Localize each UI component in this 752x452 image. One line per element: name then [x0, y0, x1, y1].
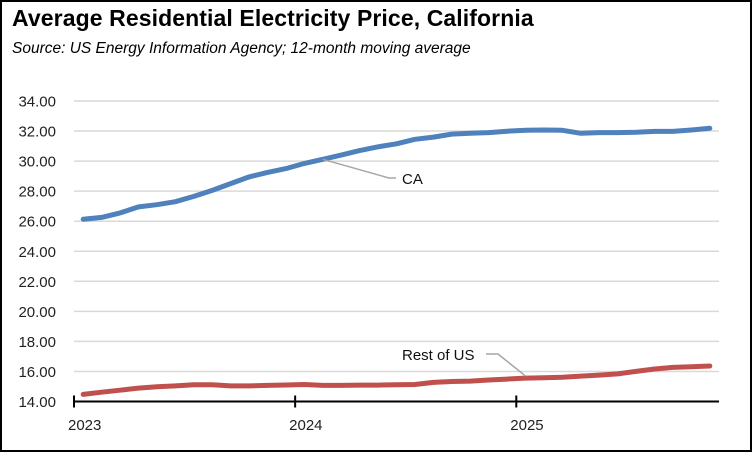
series-line-rest-of-us [80, 363, 713, 397]
y-tick-label: 20.00 [18, 304, 56, 321]
series-label-rest-of-us: Rest of US [402, 347, 475, 364]
x-axis: 2023 2024 2025 [68, 395, 719, 434]
y-tick-label: 22.00 [18, 274, 56, 291]
gridlines [74, 100, 719, 373]
x-tick-label: 2025 [510, 417, 543, 434]
leader-line-rest-of-us [486, 353, 526, 377]
series-line-ca [80, 125, 713, 222]
chart-title: Average Residential Electricity Price, C… [12, 5, 534, 31]
y-tick-label: 30.00 [18, 154, 56, 171]
leader-line-ca [322, 158, 396, 179]
series-label-ca: CA [402, 171, 423, 188]
y-axis-tick-labels: 14.00 16.00 18.00 20.00 22.00 24.00 26.00 28.00… [18, 94, 56, 412]
x-tick-label: 2023 [68, 417, 101, 434]
y-tick-label: 26.00 [18, 214, 56, 231]
y-tick-label: 24.00 [18, 244, 56, 261]
chart-subtitle: Source: US Energy Information Agency; 12… [12, 40, 471, 57]
y-tick-label: 34.00 [18, 94, 56, 111]
y-tick-label: 16.00 [18, 364, 56, 381]
series-lines [80, 125, 713, 397]
y-tick-label: 32.00 [18, 124, 56, 141]
y-tick-label: 14.00 [18, 394, 56, 411]
x-tick-label: 2024 [289, 417, 322, 434]
y-tick-label: 28.00 [18, 184, 56, 201]
y-tick-label: 18.00 [18, 334, 56, 351]
series-labels: CA Rest of US [322, 158, 526, 377]
